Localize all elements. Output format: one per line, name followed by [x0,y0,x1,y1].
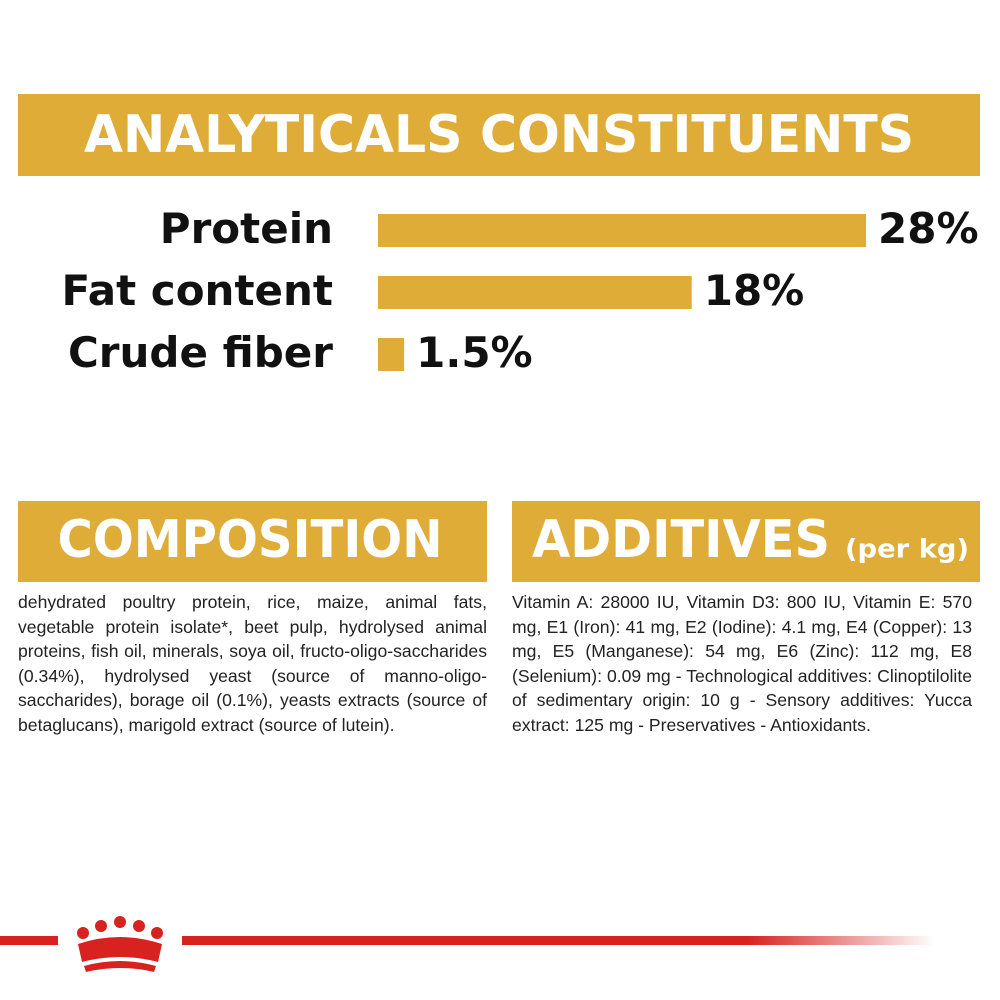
header-band [512,501,980,582]
bar [378,214,867,247]
crown-logo [58,916,182,972]
value-label: 28% [878,204,979,253]
red-stripe [0,936,935,945]
value-label: 18% [704,266,805,315]
additives-text: Vitamin A: 28000 IU, Vitamin D3: 800 IU,… [512,592,972,735]
composition-title: COMPOSITION [58,510,443,570]
additives-unit: (per kg) [845,535,969,565]
composition-text: dehydrated poultry protein, rice, maize,… [18,592,487,735]
additives-title: ADDITIVES [532,510,830,570]
value-label: 1.5% [416,328,532,377]
bar [378,276,692,309]
category-label: Protein [160,204,333,253]
category-label: Fat content [62,266,333,315]
category-label: Crude fiber [68,328,333,377]
header-band [18,94,980,176]
bar [378,338,405,371]
header-band [18,501,487,582]
header-title: ANALYTICALS CONSTITUENTS [84,105,914,165]
